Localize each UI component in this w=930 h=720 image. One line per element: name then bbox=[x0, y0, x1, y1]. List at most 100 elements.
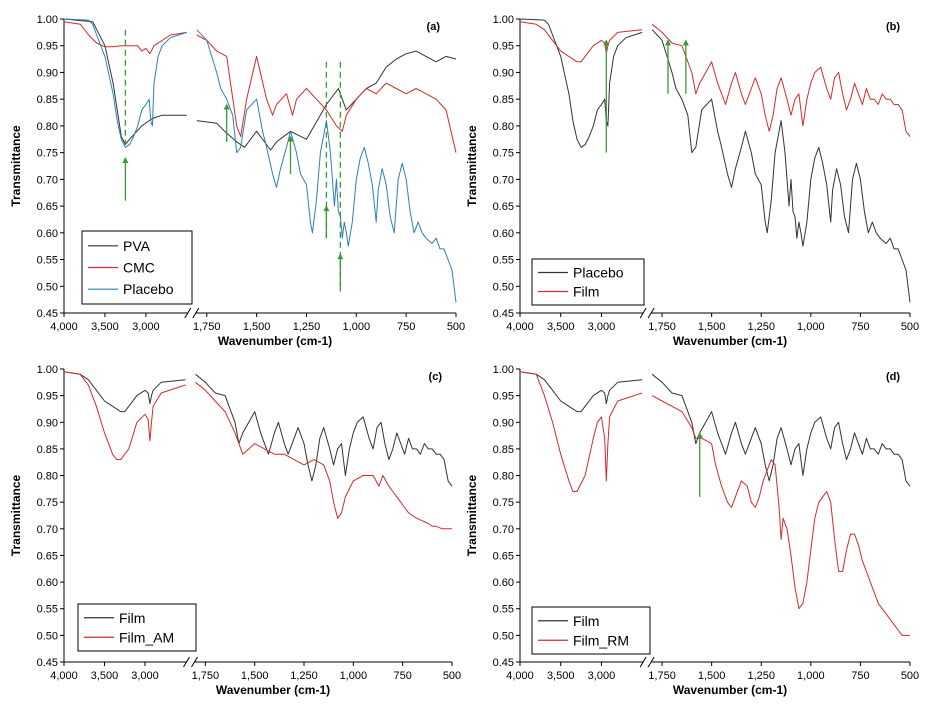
axis-break-mark bbox=[184, 307, 192, 319]
y-tick-label: 0.65 bbox=[493, 550, 514, 562]
series-line-pva bbox=[63, 18, 187, 146]
x-tick-label: 1,000 bbox=[343, 321, 371, 333]
x-axis-label: Wavenumber (cm-1) bbox=[673, 683, 787, 697]
y-tick-label: 0.70 bbox=[493, 174, 514, 186]
y-tick-label: 0.90 bbox=[37, 67, 58, 79]
series-line-film-am bbox=[63, 371, 186, 461]
y-tick-label: 0.50 bbox=[493, 630, 514, 642]
x-tick-label: 750 bbox=[397, 321, 415, 333]
y-axis-label: Transmittance bbox=[465, 474, 479, 556]
y-tick-label: 0.70 bbox=[37, 174, 58, 186]
y-tick-label: 0.45 bbox=[37, 657, 58, 669]
legend-box bbox=[531, 258, 645, 306]
panel-c: 0.45 0.50 0.55 0.60 0.65 0.70 0.75 0.80 0.85 0.90… bbox=[9, 364, 461, 697]
legend-box bbox=[77, 603, 197, 652]
series-line-film bbox=[651, 373, 911, 487]
legend-label: Film bbox=[573, 284, 599, 300]
panel-label: (a) bbox=[427, 21, 441, 33]
series-line-placebo bbox=[519, 18, 643, 148]
x-axis-label: Wavenumber (cm-1) bbox=[216, 683, 330, 697]
y-tick-label: 1.00 bbox=[493, 14, 514, 26]
panel-label: (d) bbox=[886, 371, 900, 383]
x-tick-label: 750 bbox=[393, 670, 411, 682]
series-line-placebo bbox=[63, 18, 187, 148]
x-tick-label: 1,250 bbox=[293, 321, 321, 333]
y-tick-label: 0.80 bbox=[37, 121, 58, 133]
x-tick-label: 1,750 bbox=[193, 321, 221, 333]
y-tick-label: 0.85 bbox=[493, 94, 514, 106]
annotation-arrow-head bbox=[323, 205, 330, 212]
series-line-film bbox=[519, 21, 643, 63]
x-tick-label: 1,000 bbox=[340, 670, 368, 682]
series-line-film bbox=[519, 371, 643, 413]
annotation-arrow-head bbox=[603, 39, 610, 46]
x-tick-label: 1,000 bbox=[797, 321, 825, 333]
y-tick-label: 0.80 bbox=[493, 471, 514, 483]
y-axis-label: Transmittance bbox=[9, 474, 23, 556]
x-tick-label: 500 bbox=[901, 670, 919, 682]
y-axis-label: Transmittance bbox=[465, 125, 479, 207]
series-line-film bbox=[63, 371, 186, 413]
y-tick-label: 0.45 bbox=[493, 657, 514, 669]
x-tick-label: 3,500 bbox=[547, 321, 575, 333]
x-tick-label: 500 bbox=[901, 321, 919, 333]
series-line-cmc bbox=[196, 34, 457, 153]
y-tick-label: 0.45 bbox=[37, 308, 58, 320]
annotation-arrow-head bbox=[122, 156, 129, 163]
y-tick-label: 0.50 bbox=[37, 281, 58, 293]
legend-label: Film_RM bbox=[573, 632, 629, 648]
y-tick-label: 0.60 bbox=[493, 577, 514, 589]
y-tick-label: 0.50 bbox=[37, 630, 58, 642]
series-line-cmc bbox=[63, 21, 187, 55]
legend-label: PVA bbox=[123, 238, 151, 254]
x-axis-label: Wavenumber (cm-1) bbox=[673, 334, 787, 348]
x-tick-label: 1,250 bbox=[290, 670, 318, 682]
x-tick-label: 1,500 bbox=[243, 321, 271, 333]
y-tick-label: 0.45 bbox=[493, 308, 514, 320]
x-tick-label: 500 bbox=[443, 670, 461, 682]
x-tick-label: 1,500 bbox=[698, 670, 726, 682]
panel-a: 0.45 0.50 0.55 0.60 0.65 0.70 0.75 0.80 0.85 0.90… bbox=[9, 14, 465, 348]
y-tick-label: 0.65 bbox=[493, 201, 514, 213]
x-tick-label: 4,000 bbox=[506, 321, 534, 333]
axis-break-mark bbox=[639, 307, 647, 319]
y-tick-label: 0.85 bbox=[493, 444, 514, 456]
annotation-arrow-head bbox=[223, 103, 230, 110]
y-tick-label: 0.55 bbox=[493, 255, 514, 267]
series-line-pva bbox=[196, 50, 457, 151]
y-tick-label: 0.55 bbox=[493, 604, 514, 616]
x-tick-label: 4,000 bbox=[50, 670, 78, 682]
annotation-arrow-head bbox=[337, 253, 344, 260]
legend-label: Placebo bbox=[123, 281, 174, 297]
x-tick-label: 1,750 bbox=[648, 670, 676, 682]
y-tick-label: 0.85 bbox=[37, 444, 58, 456]
y-tick-label: 0.75 bbox=[37, 497, 58, 509]
x-tick-label: 4,000 bbox=[50, 321, 78, 333]
axis-break-mark bbox=[647, 656, 655, 668]
legend-label: Film bbox=[573, 613, 599, 629]
y-tick-label: 0.85 bbox=[37, 94, 58, 106]
x-tick-label: 500 bbox=[447, 321, 465, 333]
y-tick-label: 0.70 bbox=[493, 524, 514, 536]
y-tick-label: 0.95 bbox=[37, 391, 58, 403]
y-tick-label: 0.50 bbox=[493, 281, 514, 293]
y-tick-label: 0.55 bbox=[37, 255, 58, 267]
x-tick-label: 1,250 bbox=[747, 670, 775, 682]
x-tick-label: 1,000 bbox=[797, 670, 825, 682]
x-tick-label: 750 bbox=[851, 321, 869, 333]
panel-b: 0.45 0.50 0.55 0.60 0.65 0.70 0.75 0.80 0.85 0.90… bbox=[465, 14, 919, 348]
x-tick-label: 1,500 bbox=[698, 321, 726, 333]
series-line-film bbox=[195, 373, 453, 487]
y-tick-label: 1.00 bbox=[37, 14, 58, 26]
annotation-arrow-head bbox=[665, 39, 672, 46]
x-tick-label: 3,500 bbox=[91, 670, 119, 682]
legend-box bbox=[531, 606, 651, 655]
y-tick-label: 0.80 bbox=[37, 471, 58, 483]
y-tick-label: 0.75 bbox=[37, 148, 58, 160]
panel-label: (b) bbox=[886, 21, 900, 33]
y-tick-label: 0.75 bbox=[493, 497, 514, 509]
axis-break-mark bbox=[183, 656, 190, 668]
y-tick-label: 0.65 bbox=[37, 201, 58, 213]
series-line-film-rm bbox=[651, 395, 910, 636]
